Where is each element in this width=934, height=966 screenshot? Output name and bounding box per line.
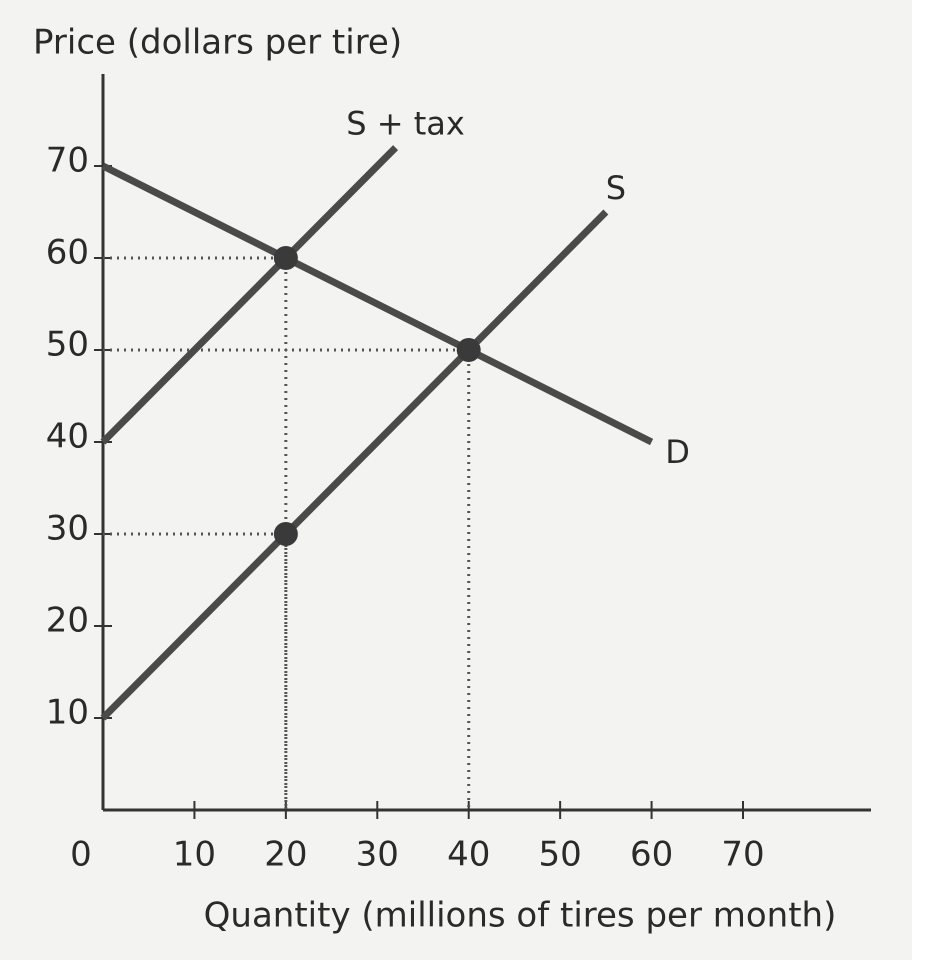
y-tick-label: 60: [46, 233, 89, 273]
point: [273, 246, 298, 270]
point: [273, 522, 298, 546]
y-tick-label: 70: [46, 141, 89, 181]
x-axis-label: Quantity (millions of tires per month): [204, 896, 837, 936]
x-tick-label: 0: [70, 835, 92, 875]
line-label: D: [665, 433, 690, 471]
y-tick-label: 50: [46, 325, 89, 365]
x-tick-label: 40: [447, 835, 490, 875]
y-tick-label: 10: [46, 693, 89, 733]
y-tick-label: 20: [46, 601, 89, 641]
x-tick-label: 10: [173, 835, 216, 875]
supply-demand-line: [101, 162, 654, 446]
x-tick-label: 70: [721, 835, 764, 875]
supply-demand-line: [100, 209, 609, 721]
x-tick-label: 50: [539, 835, 582, 875]
line-label: S + tax: [346, 105, 465, 143]
y-tick-label: 30: [46, 509, 89, 549]
background: [0, 0, 912, 960]
x-tick-label: 60: [630, 835, 673, 875]
y-axis-label: Price (dollars per tire): [33, 23, 402, 63]
x-tick-label: 20: [264, 835, 307, 875]
point: [456, 338, 481, 362]
y-tick-label: 40: [46, 417, 89, 457]
line-label: S: [606, 169, 626, 207]
x-tick-label: 30: [356, 835, 399, 875]
